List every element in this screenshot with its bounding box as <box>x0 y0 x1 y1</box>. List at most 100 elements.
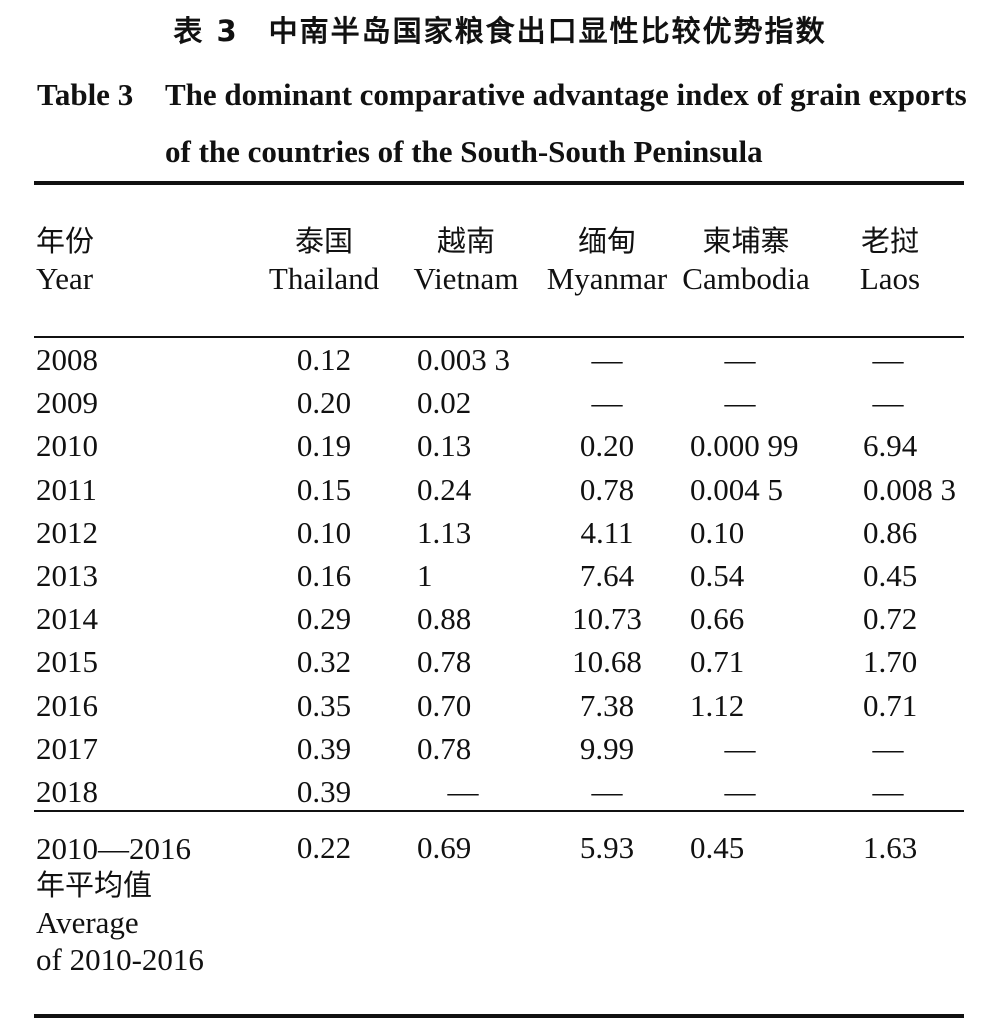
cell-thailand: 0.39 <box>296 774 352 809</box>
cell-cambodia: 0.71 <box>690 644 745 680</box>
cell-cambodia: — <box>724 774 756 809</box>
cell-vietnam: 0.003 3 <box>417 342 510 377</box>
average-label-cn: 年平均值 <box>36 868 153 902</box>
cell-myanmar: 0.78 <box>579 471 635 507</box>
cell-myanmar: — <box>591 774 623 809</box>
cell-myanmar: 7.38 <box>579 687 635 723</box>
cell-laos: 0.86 <box>863 514 918 550</box>
cell-cambodia: — <box>724 730 756 766</box>
cell-vietnam: 1 <box>417 558 433 593</box>
header-year: 年份 Year <box>36 222 94 298</box>
cell-laos: 0.45 <box>863 558 918 593</box>
cell-vietnam: — <box>447 774 479 809</box>
cell-myanmar: 0.20 <box>579 428 635 464</box>
header-cambodia-cn: 柬埔寨 <box>702 224 790 258</box>
cell-cambodia: — <box>724 385 756 421</box>
cell-vietnam: 0.78 <box>417 644 472 680</box>
cell-year: 2018 <box>36 774 98 809</box>
average-label-years: 2010—2016 <box>36 831 191 866</box>
cell-laos: 0.71 <box>863 687 918 723</box>
cell-myanmar: 7.64 <box>579 558 635 593</box>
cell-myanmar: 10.73 <box>572 601 642 637</box>
header-laos: 老挝 Laos <box>852 222 928 298</box>
cell-laos: — <box>872 774 904 809</box>
average-vietnam: 0.69 <box>417 830 472 865</box>
header-rule <box>34 336 964 338</box>
cell-year: 2015 <box>36 644 98 680</box>
header-year-cn: 年份 <box>36 224 95 258</box>
cell-year: 2012 <box>36 514 98 550</box>
cell-thailand: 0.32 <box>296 644 352 680</box>
cell-year: 2011 <box>36 471 97 507</box>
header-cambodia-en: Cambodia <box>682 261 810 296</box>
table-bottom-rule <box>34 1014 964 1018</box>
cell-laos: 6.94 <box>863 428 918 464</box>
cell-thailand: 0.16 <box>296 558 352 593</box>
cell-year: 2010 <box>36 428 98 464</box>
average-thailand: 0.22 <box>296 830 352 865</box>
cell-cambodia: 0.10 <box>690 514 745 550</box>
average-rule <box>34 810 964 812</box>
cell-year: 2009 <box>36 385 98 421</box>
cell-cambodia: 0.54 <box>690 558 745 593</box>
cell-cambodia: 1.12 <box>690 687 745 723</box>
cell-thailand: 0.20 <box>296 385 352 421</box>
cell-year: 2014 <box>36 601 98 637</box>
header-vietnam-en: Vietnam <box>413 261 519 296</box>
cell-cambodia: 0.66 <box>690 601 745 637</box>
table-title-en-text: The dominant comparative advantage index… <box>165 77 967 169</box>
cell-year: 2008 <box>36 342 98 377</box>
header-thailand-cn: 泰国 <box>294 224 353 258</box>
cell-thailand: 0.12 <box>296 342 352 377</box>
header-laos-en: Laos <box>859 261 921 296</box>
average-label-en-1: Average <box>36 905 139 940</box>
cell-thailand: 0.19 <box>296 428 352 464</box>
average-laos: 1.63 <box>863 830 918 865</box>
cell-myanmar: 10.68 <box>572 644 642 680</box>
cell-thailand: 0.39 <box>296 730 352 766</box>
cell-thailand: 0.35 <box>296 687 352 723</box>
cell-laos: — <box>872 730 904 766</box>
cell-thailand: 0.29 <box>296 601 352 637</box>
cell-vietnam: 1.13 <box>417 514 472 550</box>
header-year-en: Year <box>36 261 94 296</box>
cell-thailand: 0.15 <box>296 471 352 507</box>
cell-year: 2017 <box>36 730 98 766</box>
cell-laos: — <box>872 342 904 377</box>
header-thailand-en: Thailand <box>268 261 380 296</box>
average-label-en-2: of 2010-2016 <box>36 942 204 977</box>
cell-vietnam: 0.13 <box>417 428 472 464</box>
average-cambodia: 0.45 <box>690 830 745 865</box>
table-top-rule <box>34 181 964 185</box>
cell-myanmar: 4.11 <box>580 514 634 550</box>
average-row-label: 2010—2016 年平均值 Average of 2010-2016 <box>36 830 204 978</box>
cell-myanmar: — <box>591 342 623 377</box>
table-title-chinese: 表 3 中南半岛国家粮食出口显性比较优势指数 <box>0 8 1000 50</box>
header-vietnam: 越南 Vietnam <box>410 222 522 298</box>
cell-vietnam: 0.70 <box>417 687 472 723</box>
cell-vietnam: 0.24 <box>417 471 472 507</box>
header-cambodia: 柬埔寨 Cambodia <box>682 222 810 298</box>
cell-vietnam: 0.88 <box>417 601 472 637</box>
cell-cambodia: — <box>724 342 756 377</box>
cell-laos: 1.70 <box>863 644 918 680</box>
table-title-cn-text: 中南半岛国家粮食出口显性比较优势指数 <box>268 14 827 48</box>
average-myanmar: 5.93 <box>579 830 635 865</box>
cell-laos: 0.72 <box>863 601 918 637</box>
cell-vietnam: 0.78 <box>417 730 472 766</box>
table-number-en: Table 3 <box>37 77 134 112</box>
table-number-cn: 表 3 <box>173 14 239 48</box>
header-laos-cn: 老挝 <box>860 224 919 258</box>
cell-thailand: 0.10 <box>296 514 352 550</box>
cell-cambodia: 0.004 5 <box>690 471 783 507</box>
cell-myanmar: 9.99 <box>579 730 635 766</box>
header-vietnam-cn: 越南 <box>436 224 495 258</box>
header-myanmar: 缅甸 Myanmar <box>546 222 668 298</box>
cell-myanmar: — <box>591 385 623 421</box>
cell-laos: — <box>872 385 904 421</box>
cell-year: 2016 <box>36 687 98 723</box>
cell-cambodia: 0.000 99 <box>690 428 799 464</box>
cell-laos: 0.008 3 <box>863 471 956 507</box>
header-myanmar-cn: 缅甸 <box>577 224 636 258</box>
cell-year: 2013 <box>36 558 98 593</box>
